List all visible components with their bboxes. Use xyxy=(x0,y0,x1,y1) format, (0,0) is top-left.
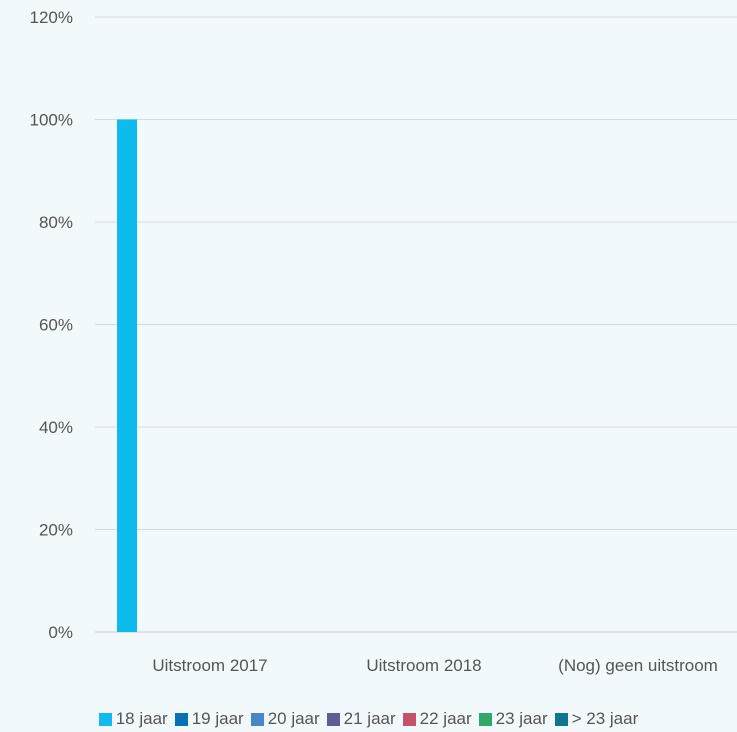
y-tick-label: 40% xyxy=(39,418,73,437)
legend-swatch xyxy=(554,712,568,726)
x-category-label: Uitstroom 2017 xyxy=(152,656,267,675)
legend-swatch xyxy=(326,712,340,726)
legend-item: 18 jaar xyxy=(98,709,168,729)
y-tick-label: 20% xyxy=(39,521,73,540)
legend-swatch xyxy=(402,712,416,726)
y-tick-label: 100% xyxy=(30,111,73,130)
x-category-label: Uitstroom 2018 xyxy=(366,656,481,675)
legend-item: 21 jaar xyxy=(326,709,396,729)
legend-item: 20 jaar xyxy=(250,709,320,729)
legend-label: 18 jaar xyxy=(115,709,168,728)
bar xyxy=(117,119,137,632)
y-tick-label: 80% xyxy=(39,213,73,232)
legend-item: 22 jaar xyxy=(402,709,472,729)
legend-label: 23 jaar xyxy=(495,709,548,728)
legend-swatch xyxy=(250,712,264,726)
bar-chart: 0% 20% 40% 60% 80% 100% 120% Uitstroom 2017 Uits… xyxy=(30,8,737,675)
legend-label: > 23 jaar xyxy=(571,709,639,728)
legend-swatch xyxy=(478,712,492,726)
y-tick-label: 120% xyxy=(30,8,73,27)
x-category-label: (Nog) geen uitstroom xyxy=(558,656,718,675)
legend-swatch xyxy=(174,712,188,726)
legend-item: 19 jaar xyxy=(174,709,244,729)
legend-item: 23 jaar xyxy=(478,709,548,729)
chart-legend: 18 jaar 19 jaar 20 jaar 21 jaar 22 jaar 23 ja… xyxy=(0,707,737,731)
legend-label: 22 jaar xyxy=(419,709,472,728)
legend-item: > 23 jaar xyxy=(554,709,639,729)
legend-label: 21 jaar xyxy=(343,709,396,728)
legend-swatch xyxy=(98,712,112,726)
legend-label: 19 jaar xyxy=(191,709,244,728)
y-tick-label: 0% xyxy=(48,623,73,642)
y-tick-label: 60% xyxy=(39,316,73,335)
legend-label: 20 jaar xyxy=(267,709,320,728)
